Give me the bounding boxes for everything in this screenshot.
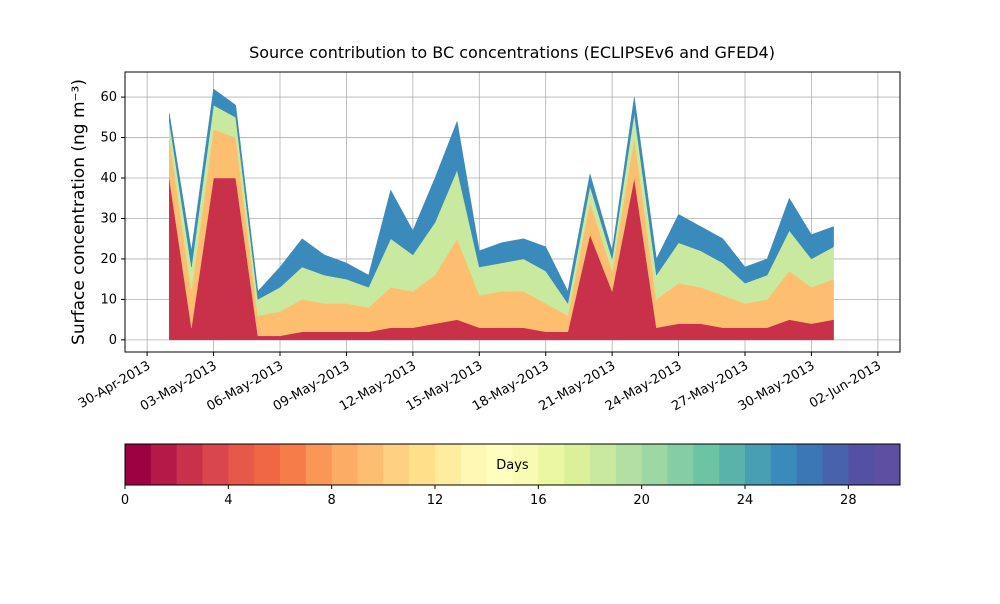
colorbar-cell <box>745 444 772 485</box>
colorbar-cell <box>305 444 333 485</box>
colorbar-cell <box>693 444 720 485</box>
colorbar-cell <box>409 444 436 485</box>
x-tick-label: 02-Jun-2013 <box>807 358 884 411</box>
colorbar-cell <box>331 444 358 485</box>
y-axis-label: Surface concentration (ng m⁻³) <box>69 79 89 345</box>
colorbar-cell <box>254 444 281 485</box>
colorbar-cell <box>512 444 539 485</box>
colorbar-cell <box>590 444 617 485</box>
colorbar-cell <box>125 444 152 485</box>
colorbar-label: Days <box>496 458 529 473</box>
colorbar-cell <box>150 444 178 485</box>
colorbar-cell <box>564 444 591 485</box>
colorbar-tick-label: 8 <box>328 493 336 508</box>
colorbar-frame <box>124 443 901 486</box>
colorbar-cell <box>383 444 410 485</box>
y-tick-label: 40 <box>100 171 117 186</box>
colorbar-cell <box>176 444 203 485</box>
colorbar-cell <box>770 444 798 485</box>
colorbar-cell <box>486 444 513 485</box>
colorbar-tick-label: 0 <box>121 493 129 508</box>
colorbar-cell <box>357 444 384 485</box>
colorbar-cell <box>202 444 229 485</box>
colorbar-cell <box>228 444 255 485</box>
colorbar-tick-label: 24 <box>737 493 754 508</box>
colorbar-tick-label: 16 <box>530 493 547 508</box>
y-tick-label: 30 <box>100 211 117 226</box>
colorbar-cell <box>435 444 462 485</box>
plot-frame <box>124 71 901 353</box>
y-tick-label: 10 <box>100 292 117 307</box>
colorbar-cell <box>615 444 643 485</box>
colorbar-cell <box>874 444 901 485</box>
colorbar-cell <box>667 444 694 485</box>
colorbar-tick-label: 20 <box>633 493 650 508</box>
colorbar-tick-label: 12 <box>427 493 444 508</box>
colorbar-cell <box>719 444 746 485</box>
y-tick-label: 0 <box>109 333 117 348</box>
colorbar-cell <box>538 444 565 485</box>
colorbar-cell <box>848 444 875 485</box>
colorbar-cell <box>641 444 668 485</box>
y-tick-label: 50 <box>100 131 117 146</box>
colorbar-cell <box>796 444 823 485</box>
colorbar-tick-label: 28 <box>840 493 857 508</box>
colorbar-cell <box>822 444 849 485</box>
y-tick-label: 20 <box>100 252 117 267</box>
colorbar-tick-label: 4 <box>224 493 232 508</box>
colorbar-cell <box>460 444 488 485</box>
colorbar-cell <box>280 444 307 485</box>
chart-title: Source contribution to BC concentrations… <box>249 43 775 62</box>
y-tick-label: 60 <box>100 90 117 105</box>
area <box>169 88 834 305</box>
